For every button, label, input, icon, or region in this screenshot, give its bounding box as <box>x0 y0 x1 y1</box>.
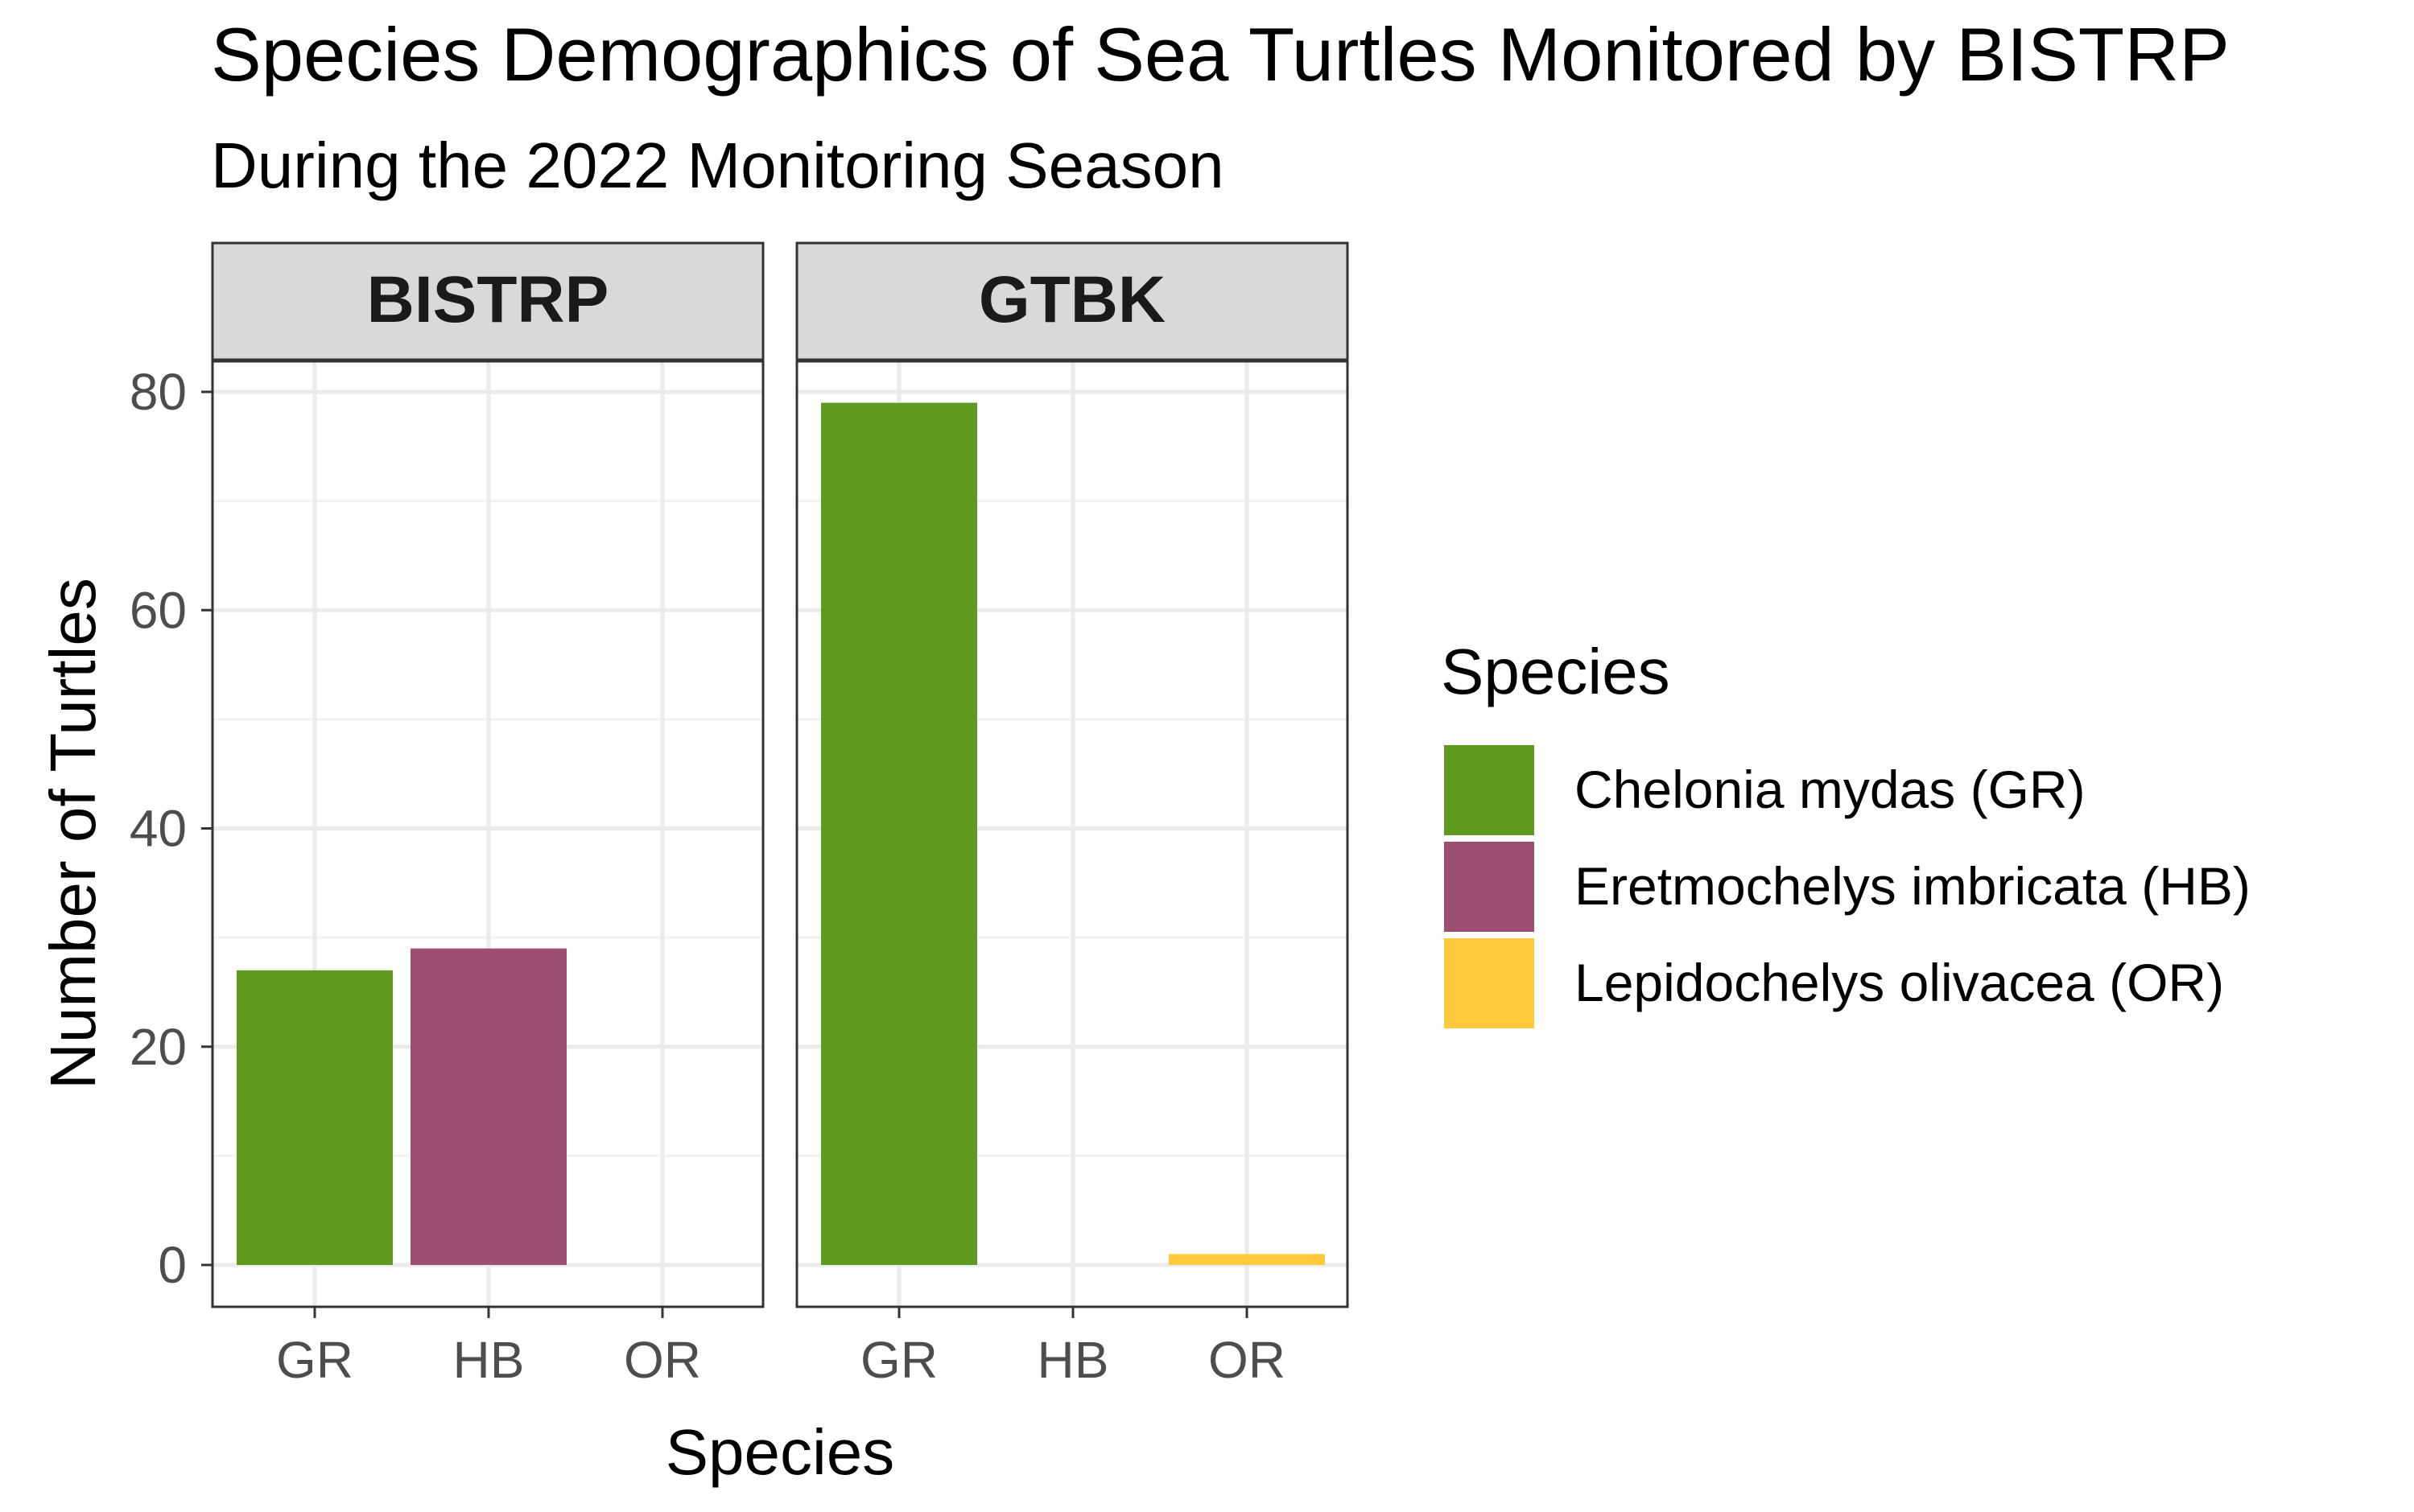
x-tick-label: GR <box>860 1331 938 1389</box>
y-tick-label: 20 <box>130 1018 187 1076</box>
facet-strip <box>795 241 1349 362</box>
x-axis-label: Species <box>666 1416 895 1488</box>
x-tick-label: OR <box>1208 1331 1285 1389</box>
facet-strip-label: BISTRP <box>367 263 609 336</box>
bar-bistrp-gr <box>237 970 393 1265</box>
y-tick-label: 60 <box>130 581 187 639</box>
x-tick-label: HB <box>453 1331 525 1389</box>
x-tick-label: HB <box>1038 1331 1109 1389</box>
bar-gtbk-or <box>1169 1254 1325 1265</box>
y-tick-label: 0 <box>158 1236 187 1294</box>
facet-strip-label: GTBK <box>979 263 1166 336</box>
x-tick-label: GR <box>276 1331 353 1389</box>
legend-key <box>1444 842 1534 932</box>
chart-title: Species Demographics of Sea Turtles Moni… <box>211 12 2230 97</box>
legend-label: Eretmochelys imbricata (HB) <box>1574 856 2251 916</box>
legend-key <box>1444 745 1534 835</box>
bar-gtbk-gr <box>821 402 977 1265</box>
y-tick-label: 40 <box>130 800 187 858</box>
chart-subtitle: During the 2022 Monitoring Season <box>211 130 1224 201</box>
legend-label: Chelonia mydas (GR) <box>1574 760 2086 819</box>
legend-label: Lepidochelys olivacea (OR) <box>1574 953 2224 1012</box>
x-tick-label: OR <box>624 1331 701 1389</box>
legend-key <box>1444 938 1534 1028</box>
y-axis-label: Number of Turtles <box>37 578 109 1090</box>
legend-title: Species <box>1441 636 1670 707</box>
facet-strip <box>211 241 765 362</box>
bar-bistrp-hb <box>411 948 567 1265</box>
y-tick-label: 80 <box>130 363 187 421</box>
